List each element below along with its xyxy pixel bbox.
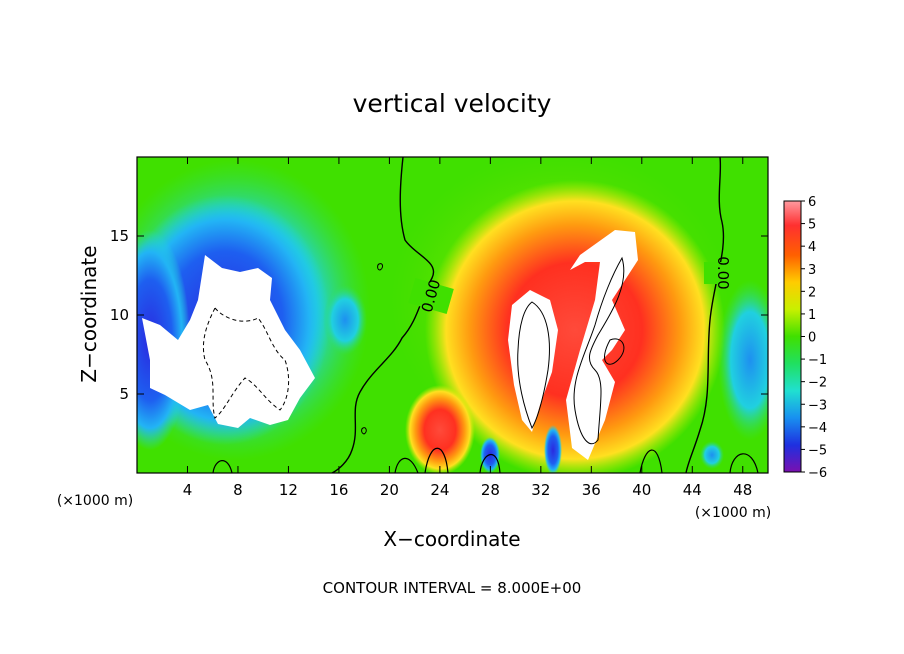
x-tick-label: 20 (380, 481, 399, 499)
contour-label-left: 0.00 (408, 277, 454, 315)
contour-tiny-blob (361, 263, 383, 435)
x-tick-label: 24 (430, 481, 449, 499)
colorbar-tick-label: −4 (808, 421, 827, 436)
colorbar-tick-label: −3 (808, 398, 827, 413)
x-tick-label: 16 (329, 481, 348, 499)
lower-blue-spot-b (544, 425, 562, 473)
x-tick-label: 4 (183, 481, 193, 499)
zero-contour-right (685, 157, 725, 473)
contour-label-right: 0.00 (704, 256, 742, 290)
updraft-region (425, 180, 725, 473)
x-axis-unit: (×1000 m) (695, 505, 771, 521)
contour-interval-note: CONTOUR INTERVAL = 8.000E+00 (323, 579, 582, 597)
x-axis-label: X−coordinate (383, 527, 520, 551)
x-tick-label: 48 (733, 481, 752, 499)
colorbar-tick-label: 3 (808, 263, 816, 278)
y-axis-label: Z−coordinate (77, 245, 101, 382)
y-axis-unit: (×1000 m) (57, 493, 133, 509)
lower-cyan-spot (700, 441, 724, 469)
x-tick-label: 32 (531, 481, 550, 499)
svg-text:0.00: 0.00 (714, 256, 732, 289)
mid-cyan-blob (323, 285, 367, 355)
x-tick-label: 40 (632, 481, 651, 499)
colorbar-ticks: 6 5 4 3 2 1 0 −1 −2 −3 −4 −5 −6 (801, 195, 827, 481)
contour-updraft-left (517, 301, 550, 430)
y-axis-ticks: 5 10 15 (110, 227, 768, 403)
x-tick-label: 8 (233, 481, 243, 499)
colorbar-tick-label: 1 (808, 308, 816, 323)
colorbar-tick-label: −6 (808, 466, 827, 481)
colorbar-tick-label: 4 (808, 240, 816, 255)
contour-updraft-right (573, 256, 625, 445)
heatmap-field: 0.00 0.00 (137, 157, 768, 473)
colorbar-tick-label: 6 (808, 195, 816, 210)
x-tick-label: 36 (582, 481, 601, 499)
x-axis-ticks: 4 8 12 16 20 24 28 32 36 40 44 48 (183, 157, 752, 499)
colorbar-tick-label: 2 (808, 285, 816, 300)
y-tick-label: 5 (119, 385, 129, 403)
contour-lower-bumps (212, 447, 759, 473)
colorbar-tick-label: −5 (808, 443, 827, 458)
colorbar-tick-label: −2 (808, 376, 827, 391)
downdraft-core (142, 255, 315, 428)
x-tick-label: 12 (279, 481, 298, 499)
y-tick-label: 10 (110, 306, 129, 324)
right-edge-cyan (718, 280, 768, 440)
lower-red-left (405, 385, 475, 473)
colorbar-tick-label: 0 (808, 331, 816, 346)
contour-small-loop (604, 338, 625, 365)
colorbar (783, 200, 802, 473)
colorbar-tick-label: 5 (808, 218, 816, 233)
x-tick-label: 44 (683, 481, 702, 499)
chart-title: vertical velocity (353, 89, 552, 118)
contour-downdraft (202, 307, 290, 419)
y-tick-label: 15 (110, 227, 129, 245)
zero-contour-left (331, 157, 435, 473)
updraft-core-right (566, 230, 638, 460)
x-tick-label: 28 (481, 481, 500, 499)
colorbar-tick-label: −1 (808, 353, 827, 368)
